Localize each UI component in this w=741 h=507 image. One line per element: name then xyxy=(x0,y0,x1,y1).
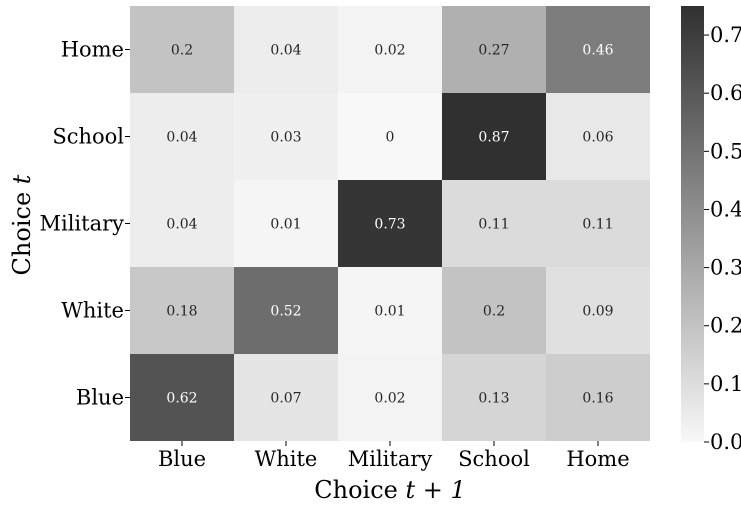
cell-value-label: 0.2 xyxy=(483,304,505,320)
cell-value-label: 0.13 xyxy=(478,391,509,407)
colorbar-tick-label: 0.6 xyxy=(710,81,741,105)
cell-value-label: 0.01 xyxy=(270,217,301,233)
colorbar-tick-label: 0.1 xyxy=(710,372,741,396)
heatmap-cell xyxy=(546,267,650,354)
heatmap-cell xyxy=(130,180,234,267)
heatmap-cell xyxy=(338,6,442,93)
cell-value-label: 0.52 xyxy=(270,304,301,320)
x-axis: Blue White Military School Home xyxy=(158,441,630,471)
cell-value-label: 0.87 xyxy=(478,130,509,146)
colorbar-axis: 0.0 0.1 0.2 0.3 0.4 0.5 0.6 0.7 xyxy=(704,23,741,454)
heatmap-cell xyxy=(338,354,442,441)
cell-value-label: 0.11 xyxy=(582,217,613,233)
heatmap-cell xyxy=(338,93,442,180)
cell-value-label: 0.07 xyxy=(270,391,301,407)
cell-value-label: 0.06 xyxy=(582,130,613,146)
heatmap-cell xyxy=(546,6,650,93)
heatmap-cell xyxy=(130,354,234,441)
heatmap-cell xyxy=(130,93,234,180)
cell-value-label: 0.03 xyxy=(270,130,301,146)
cell-value-label: 0.2 xyxy=(171,43,193,59)
y-tick-label: Military xyxy=(39,212,124,236)
heatmap-cell xyxy=(234,93,338,180)
cell-value-label: 0.04 xyxy=(166,130,197,146)
cell-value-label: 0.09 xyxy=(582,304,613,320)
heatmap-cell xyxy=(130,267,234,354)
heatmap-cell xyxy=(234,354,338,441)
colorbar-tick-label: 0.4 xyxy=(710,197,741,221)
heatmap-cell xyxy=(338,180,442,267)
heatmap-cell xyxy=(234,267,338,354)
cell-value-label: 0.16 xyxy=(582,391,613,407)
heatmap-cell xyxy=(338,267,442,354)
cell-value-label: 0.02 xyxy=(374,43,405,59)
colorbar-gradient xyxy=(681,6,704,442)
cell-value-label: 0.04 xyxy=(270,43,301,59)
colorbar-tick-label: 0.7 xyxy=(710,23,741,47)
y-axis: Home School Military White Blue xyxy=(39,38,130,410)
heatmap-cell xyxy=(442,354,546,441)
heatmap-cell xyxy=(234,6,338,93)
heatmap-cell xyxy=(442,93,546,180)
x-tick-label: Home xyxy=(566,447,629,471)
y-tick-label: Blue xyxy=(76,386,124,410)
colorbar-tick-label: 0.3 xyxy=(710,256,741,280)
x-tick-label: White xyxy=(255,447,318,471)
heatmap-cell xyxy=(130,6,234,93)
heatmap-cells: 0.2 0.04 0.02 0.27 0.46 0.04 0.03 0 0.87 0.06 0.04… xyxy=(130,6,650,441)
x-tick-label: Military xyxy=(348,447,433,471)
cell-value-label: 0.18 xyxy=(166,304,197,320)
y-tick-label: White xyxy=(61,299,124,323)
colorbar xyxy=(681,6,704,442)
x-tick-label: School xyxy=(458,447,530,471)
heatmap-cell xyxy=(546,354,650,441)
colorbar-tick-label: 0.2 xyxy=(710,314,741,338)
colorbar-tick-label: 0.5 xyxy=(710,139,741,163)
heatmap-cell xyxy=(442,267,546,354)
heatmap-cell xyxy=(442,6,546,93)
x-axis-title: Choice t + 1 xyxy=(314,476,466,504)
cell-value-label: 0.27 xyxy=(478,43,509,59)
y-axis-title: Choice t xyxy=(8,174,36,275)
heatmap-cell xyxy=(546,180,650,267)
heatmap-cell xyxy=(234,180,338,267)
x-tick-label: Blue xyxy=(158,447,206,471)
cell-value-label: 0 xyxy=(386,130,395,146)
cell-value-label: 0.11 xyxy=(478,217,509,233)
y-tick-label: School xyxy=(52,125,124,149)
colorbar-tick-label: 0.0 xyxy=(710,430,741,454)
cell-value-label: 0.04 xyxy=(166,217,197,233)
cell-value-label: 0.01 xyxy=(374,304,405,320)
cell-value-label: 0.73 xyxy=(374,217,405,233)
cell-value-label: 0.46 xyxy=(582,43,613,59)
cell-value-label: 0.02 xyxy=(374,391,405,407)
heatmap-cell xyxy=(546,93,650,180)
y-tick-label: Home xyxy=(61,38,124,62)
heatmap-cell xyxy=(442,180,546,267)
cell-value-label: 0.62 xyxy=(166,391,197,407)
